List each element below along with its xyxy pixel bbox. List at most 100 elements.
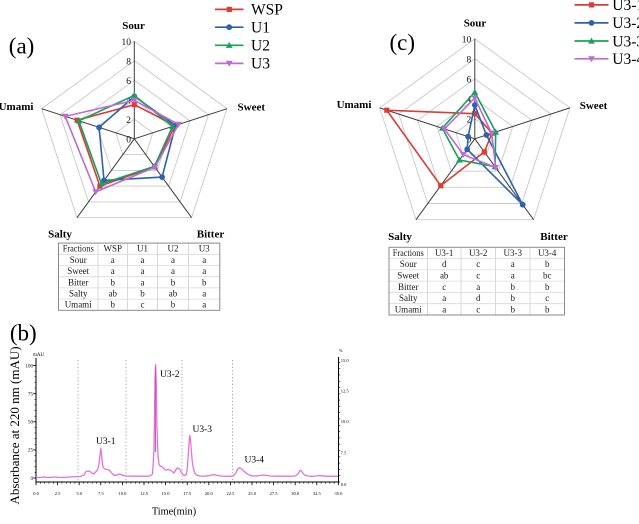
- svg-text:4: 4: [467, 96, 472, 106]
- svg-text:d: d: [476, 293, 481, 303]
- svg-text:c: c: [141, 300, 145, 310]
- svg-text:%: %: [339, 348, 343, 353]
- svg-text:Salty: Salty: [388, 231, 412, 243]
- svg-text:Time(min): Time(min): [152, 506, 196, 517]
- svg-text:bc: bc: [543, 271, 552, 281]
- svg-text:b: b: [111, 277, 116, 287]
- svg-text:c: c: [545, 293, 549, 303]
- svg-text:b: b: [171, 300, 176, 310]
- svg-text:c: c: [442, 282, 446, 292]
- svg-text:a: a: [171, 255, 175, 265]
- svg-text:U3-4: U3-4: [612, 51, 639, 68]
- svg-text:Sweet: Sweet: [67, 266, 89, 276]
- svg-text:10: 10: [122, 38, 132, 48]
- svg-text:WSP: WSP: [104, 244, 123, 254]
- svg-text:b: b: [545, 282, 550, 292]
- svg-text:b: b: [202, 277, 207, 287]
- svg-text:a: a: [442, 293, 446, 303]
- svg-text:b: b: [171, 277, 176, 287]
- svg-text:U3-3: U3-3: [504, 248, 523, 258]
- svg-text:Sour: Sour: [70, 255, 87, 265]
- svg-text:a: a: [202, 255, 206, 265]
- svg-text:6: 6: [467, 76, 472, 86]
- svg-text:b: b: [545, 304, 550, 314]
- svg-text:b: b: [511, 293, 516, 303]
- svg-text:d: d: [442, 259, 447, 269]
- svg-text:c: c: [476, 271, 480, 281]
- svg-text:10.0: 10.0: [341, 419, 350, 424]
- svg-text:ab: ab: [109, 289, 118, 299]
- svg-text:2: 2: [467, 116, 472, 126]
- svg-text:Bitter: Bitter: [197, 228, 225, 240]
- svg-text:Sweet: Sweet: [580, 100, 608, 112]
- svg-text:U3-2: U3-2: [612, 15, 639, 32]
- svg-text:20.0: 20.0: [205, 491, 214, 496]
- svg-text:35.0: 35.0: [334, 491, 343, 496]
- svg-text:75: 75: [28, 393, 34, 398]
- svg-text:32.5: 32.5: [313, 491, 322, 496]
- svg-text:a: a: [511, 271, 515, 281]
- svg-text:U1: U1: [137, 244, 148, 254]
- svg-text:a: a: [511, 259, 515, 269]
- svg-text:(a): (a): [9, 34, 35, 59]
- svg-text:mAU: mAU: [33, 353, 45, 358]
- svg-text:ab: ab: [440, 271, 449, 281]
- svg-text:U3-4: U3-4: [538, 248, 557, 258]
- svg-text:8: 8: [126, 58, 131, 68]
- svg-text:U1: U1: [251, 20, 270, 37]
- svg-text:U3: U3: [251, 56, 270, 73]
- svg-text:50: 50: [28, 421, 34, 426]
- svg-text:a: a: [171, 266, 175, 276]
- svg-text:25: 25: [28, 449, 34, 454]
- svg-text:15.0: 15.0: [162, 491, 171, 496]
- svg-text:a: a: [141, 277, 145, 287]
- svg-text:U3-1: U3-1: [96, 437, 116, 447]
- svg-text:Sweet: Sweet: [397, 271, 419, 281]
- svg-text:Bitter: Bitter: [540, 231, 568, 243]
- svg-text:U3-2: U3-2: [160, 370, 180, 380]
- svg-text:a: a: [202, 266, 206, 276]
- svg-text:(c): (c): [390, 30, 416, 55]
- svg-text:25.0: 25.0: [248, 491, 257, 496]
- svg-text:Salty: Salty: [69, 289, 88, 299]
- svg-text:b: b: [545, 259, 550, 269]
- svg-text:Bitter: Bitter: [398, 282, 419, 292]
- svg-text:b: b: [111, 300, 116, 310]
- svg-text:Umami: Umami: [65, 300, 92, 310]
- svg-text:Absorbance at 220 nm (mAU): Absorbance at 220 nm (mAU): [7, 346, 22, 504]
- svg-text:a: a: [111, 266, 115, 276]
- svg-text:0: 0: [126, 136, 131, 146]
- svg-text:10.0: 10.0: [118, 491, 127, 496]
- svg-text:a: a: [202, 300, 206, 310]
- svg-text:2.5: 2.5: [55, 491, 61, 496]
- svg-text:U3-1: U3-1: [612, 0, 639, 14]
- svg-text:U3-2: U3-2: [469, 248, 488, 258]
- svg-text:Sour: Sour: [464, 18, 487, 30]
- svg-text:b: b: [140, 289, 145, 299]
- svg-text:Salty: Salty: [48, 228, 72, 240]
- svg-text:12.5: 12.5: [140, 491, 149, 496]
- svg-text:Fractions: Fractions: [393, 248, 424, 258]
- svg-text:30.0: 30.0: [291, 491, 300, 496]
- svg-text:Umami: Umami: [337, 99, 372, 111]
- svg-text:Sour: Sour: [400, 259, 417, 269]
- svg-text:a: a: [111, 255, 115, 265]
- svg-text:Bitter: Bitter: [68, 277, 89, 287]
- svg-text:b: b: [511, 282, 516, 292]
- svg-text:7.5: 7.5: [98, 491, 104, 496]
- svg-text:Salty: Salty: [399, 293, 418, 303]
- svg-text:a: a: [202, 289, 206, 299]
- svg-text:22.5: 22.5: [226, 491, 235, 496]
- svg-text:8: 8: [467, 56, 472, 66]
- svg-text:a: a: [442, 304, 446, 314]
- svg-text:0: 0: [31, 477, 34, 482]
- svg-text:c: c: [476, 304, 480, 314]
- svg-text:Umami: Umami: [395, 304, 422, 314]
- svg-text:Umami: Umami: [0, 101, 33, 113]
- svg-text:0.0: 0.0: [341, 482, 347, 487]
- svg-text:U3-3: U3-3: [193, 425, 213, 435]
- svg-text:2: 2: [126, 116, 131, 126]
- svg-text:(b): (b): [10, 321, 37, 346]
- svg-text:U2: U2: [168, 244, 179, 254]
- svg-text:U3-4: U3-4: [245, 456, 265, 466]
